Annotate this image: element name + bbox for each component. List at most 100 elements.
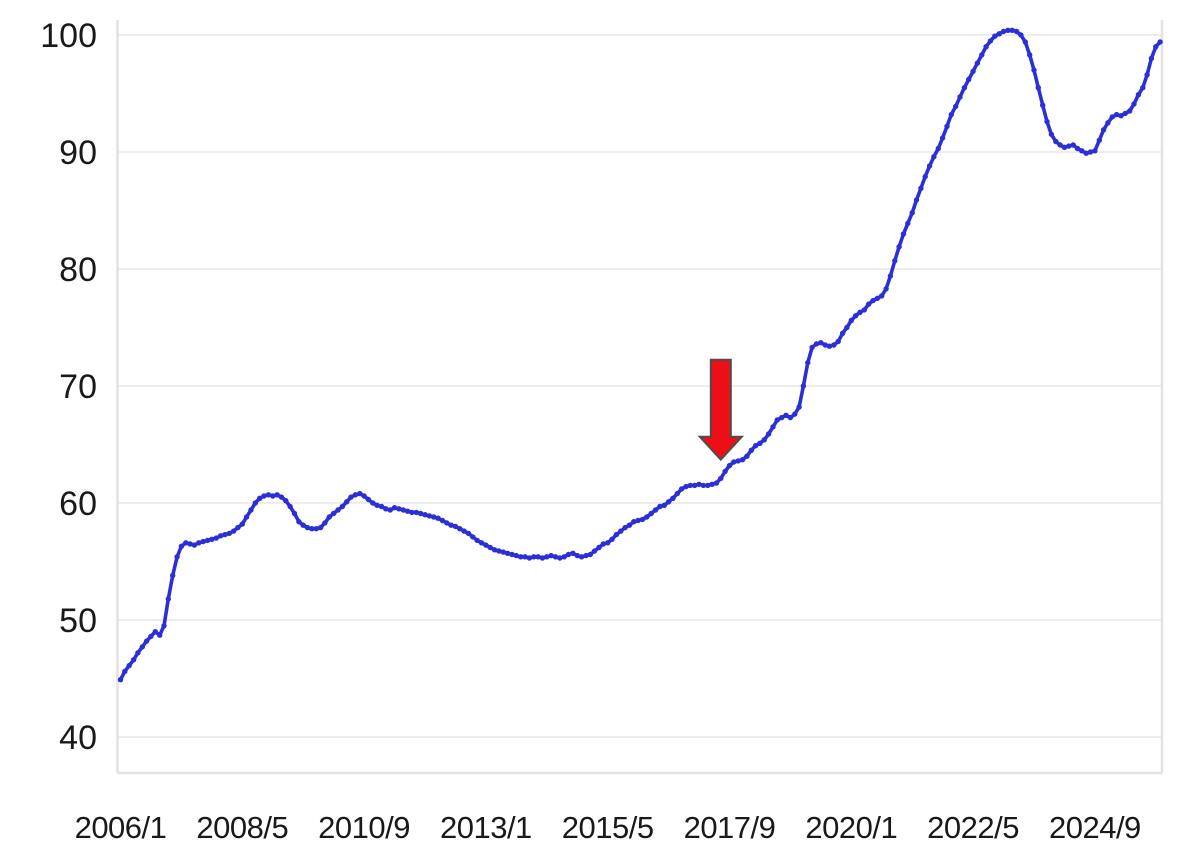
down-arrow-annotation <box>697 358 745 462</box>
x-tick-label-2008-5: 2008/5 <box>196 810 288 845</box>
data-point-marker <box>544 554 550 560</box>
data-point-marker <box>122 668 128 675</box>
data-point-marker <box>661 502 667 508</box>
red-down-arrow-icon <box>697 358 745 462</box>
data-point-marker <box>735 458 741 464</box>
data-point-marker <box>1113 111 1120 118</box>
data-point-marker <box>348 494 354 500</box>
data-point-marker <box>944 123 950 129</box>
data-point-marker <box>339 503 346 510</box>
data-point-marker <box>1127 108 1133 114</box>
data-point-marker <box>317 524 324 531</box>
y-tick-label-40: 40 <box>59 719 97 757</box>
data-point-marker <box>417 510 424 517</box>
data-point-marker <box>1040 102 1046 108</box>
data-point-marker <box>170 572 176 579</box>
data-point-marker <box>652 507 659 513</box>
data-point-marker <box>448 522 454 528</box>
data-point-marker <box>1118 113 1124 119</box>
data-point-marker <box>248 507 254 513</box>
data-point-marker <box>1096 137 1103 143</box>
data-point-marker <box>900 231 907 237</box>
data-point-marker <box>687 482 693 489</box>
data-point-marker <box>513 552 519 559</box>
data-point-marker <box>761 437 767 443</box>
data-point-marker <box>670 495 676 501</box>
data-point-marker <box>265 492 272 498</box>
data-point-marker <box>948 111 954 118</box>
data-point-marker <box>326 514 332 520</box>
data-point-marker <box>826 343 833 349</box>
data-point-marker <box>126 662 132 669</box>
data-point-marker <box>961 85 968 91</box>
data-point-marker <box>539 555 546 561</box>
data-point-marker <box>713 480 720 486</box>
data-point-marker <box>887 273 894 279</box>
data-point-marker <box>879 293 885 299</box>
data-point-marker <box>535 554 541 560</box>
data-point-marker <box>352 492 359 498</box>
data-point-marker <box>1035 85 1042 91</box>
data-point-marker <box>839 330 846 336</box>
data-point-marker <box>953 103 959 110</box>
data-point-marker <box>526 555 533 561</box>
data-point-marker <box>461 528 467 534</box>
data-point-marker <box>892 258 898 264</box>
data-point-marker <box>130 657 137 663</box>
y-tick-label-60: 60 <box>59 485 97 523</box>
data-point-marker <box>1083 150 1089 156</box>
data-point-marker <box>718 475 724 482</box>
data-point-marker <box>818 340 824 346</box>
data-point-marker <box>1087 149 1094 155</box>
data-point-marker <box>692 482 698 489</box>
data-point-marker <box>444 520 450 526</box>
data-point-marker <box>909 210 915 216</box>
data-point-marker <box>726 462 733 469</box>
data-point-marker <box>283 498 289 504</box>
data-point-marker <box>330 510 337 517</box>
data-point-marker <box>296 519 302 525</box>
data-point-marker <box>678 486 685 492</box>
data-point-marker <box>618 528 624 534</box>
data-point-marker <box>226 530 232 537</box>
y-tick-label-70: 70 <box>59 368 97 406</box>
data-point-marker <box>639 516 646 523</box>
data-point-marker <box>809 344 815 351</box>
data-point-marker <box>1013 28 1020 35</box>
data-point-marker <box>552 554 559 560</box>
data-point-marker <box>452 523 459 530</box>
data-point-marker <box>1061 144 1068 150</box>
data-point-marker <box>557 555 563 561</box>
data-point-marker <box>213 535 219 541</box>
data-point-marker <box>996 31 1002 37</box>
data-point-marker <box>204 537 211 544</box>
data-point-marker <box>196 540 202 546</box>
data-point-marker <box>983 44 989 50</box>
data-point-marker <box>939 135 946 141</box>
data-point-marker <box>365 496 372 503</box>
data-point-marker <box>574 552 580 559</box>
data-point-marker <box>391 505 398 511</box>
data-point-marker <box>883 286 889 292</box>
data-point-marker <box>357 490 363 497</box>
data-point-marker <box>609 536 615 542</box>
data-point-marker <box>187 541 193 547</box>
data-point-marker <box>1005 27 1011 33</box>
data-point-marker <box>387 507 393 513</box>
data-point-marker <box>474 537 480 544</box>
data-point-marker <box>1053 138 1059 145</box>
data-point-marker <box>774 417 780 423</box>
data-point-marker <box>278 494 285 500</box>
data-point-marker <box>161 623 167 629</box>
data-point-marker <box>422 512 428 518</box>
data-point-marker <box>1074 145 1081 152</box>
data-point-marker <box>822 342 828 348</box>
data-point-marker <box>522 554 528 560</box>
data-point-marker <box>979 52 985 58</box>
data-point-marker <box>1157 39 1163 45</box>
data-point-marker <box>487 544 493 551</box>
data-point-marker <box>1044 118 1050 125</box>
data-point-marker <box>800 383 807 389</box>
data-point-marker <box>866 301 872 307</box>
data-point-marker <box>470 534 476 540</box>
